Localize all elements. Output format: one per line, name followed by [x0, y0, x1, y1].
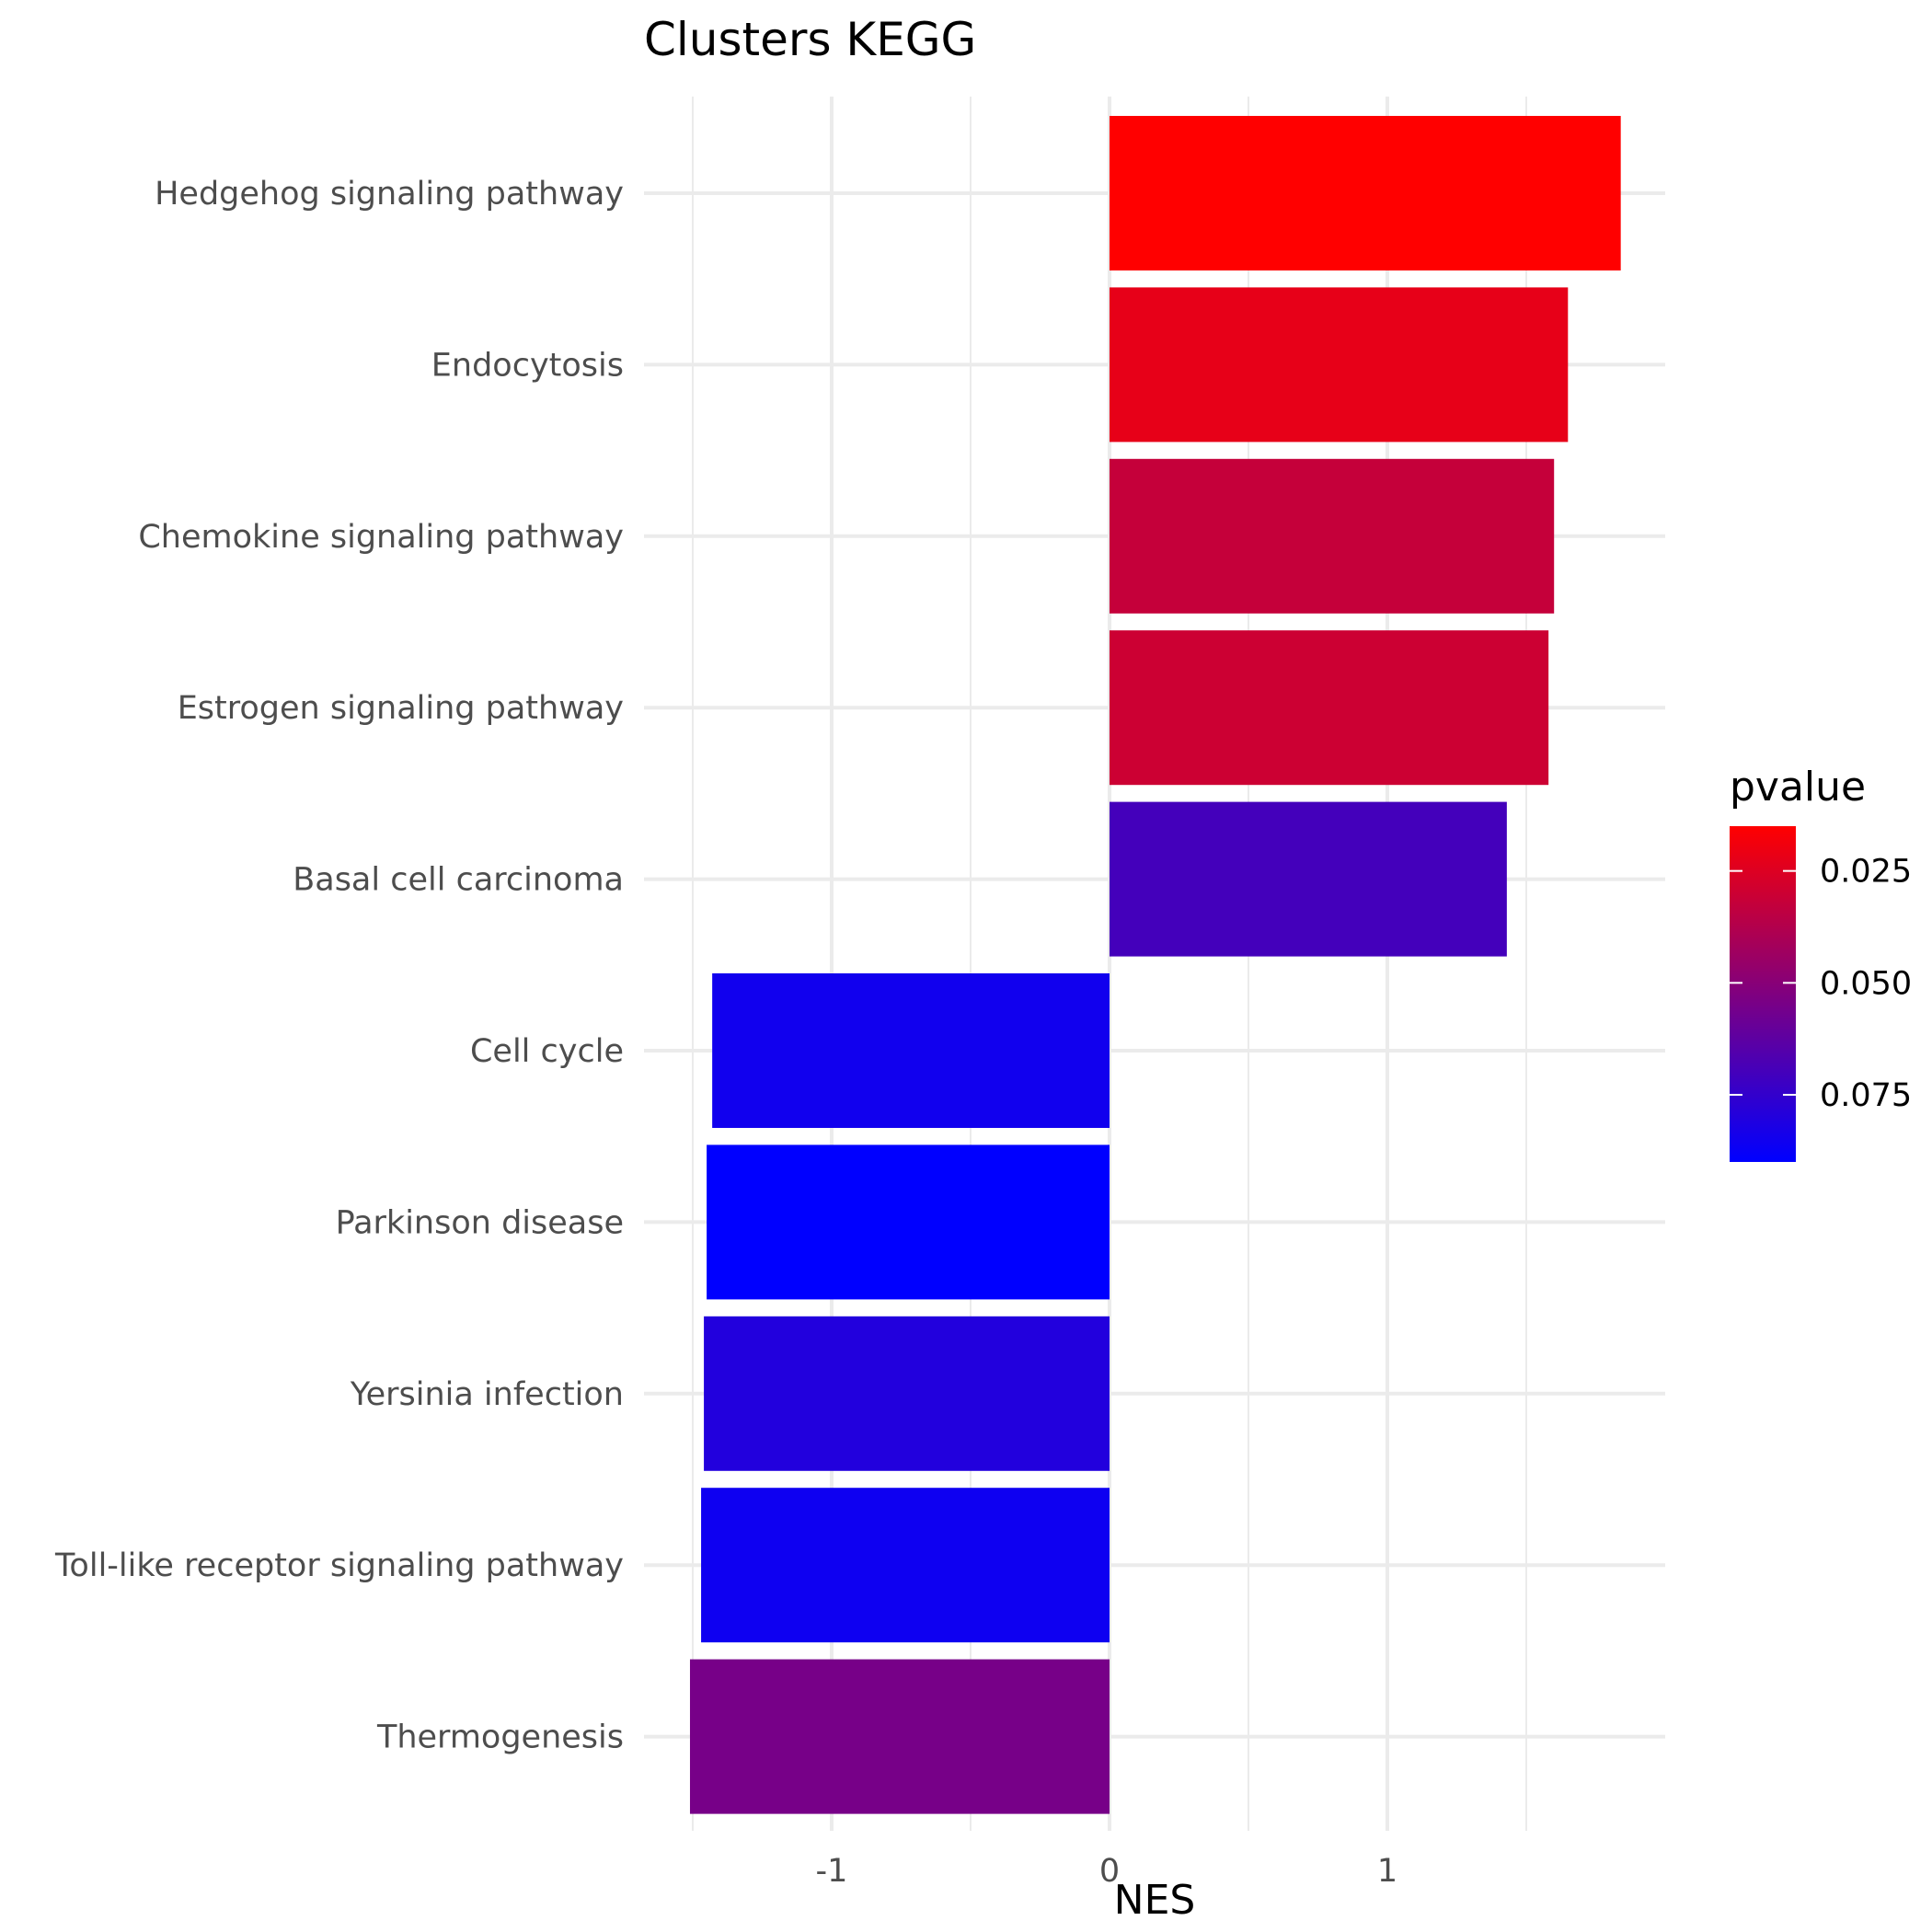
y-tick-label: Chemokine signaling pathway: [138, 519, 624, 556]
y-tick-label: Endocytosis: [431, 347, 624, 384]
legend-tick-label: 0.050: [1820, 965, 1912, 1002]
bar: [701, 1488, 1110, 1643]
bar: [1110, 630, 1549, 786]
x-axis-label: NES: [1114, 1877, 1196, 1924]
chart-title: Clusters KEGG: [644, 13, 976, 66]
legend-tick-label: 0.025: [1820, 854, 1912, 891]
y-tick-label: Thermogenesis: [376, 1719, 624, 1756]
y-tick-label: Parkinson disease: [336, 1204, 624, 1241]
y-tick-label: Yersinia infection: [350, 1376, 624, 1413]
x-tick-label: -1: [816, 1853, 848, 1890]
x-tick-labels: -1 0 1: [816, 1853, 1398, 1890]
y-tick-labels: Hedgehog signaling pathway Endocytosis Che…: [54, 176, 624, 1756]
y-tick-label: Cell cycle: [470, 1033, 624, 1070]
y-tick-label: Hedgehog signaling pathway: [155, 176, 624, 213]
bar: [1110, 801, 1507, 957]
legend: pvalue 0.025 0.050 0.075: [1730, 764, 1912, 1162]
bar: [707, 1144, 1110, 1300]
y-tick-label: Estrogen signaling pathway: [178, 690, 624, 727]
bar: [1110, 116, 1621, 270]
bar: [1110, 287, 1569, 443]
bar: [704, 1316, 1110, 1471]
x-tick-label: 0: [1099, 1853, 1120, 1890]
y-tick-label: Toll-like receptor signaling pathway: [54, 1547, 624, 1584]
legend-tick-label: 0.075: [1820, 1077, 1912, 1114]
bars: [689, 116, 1621, 1814]
x-tick-label: 1: [1377, 1853, 1397, 1890]
legend-title: pvalue: [1730, 764, 1866, 811]
legend-ticks: 0.025 0.050 0.075: [1730, 854, 1912, 1114]
y-tick-label: Basal cell carcinoma: [293, 862, 624, 899]
bar: [1110, 458, 1555, 614]
legend-colorbar: [1730, 826, 1796, 1162]
bar: [712, 973, 1110, 1128]
bar: [689, 1659, 1110, 1814]
